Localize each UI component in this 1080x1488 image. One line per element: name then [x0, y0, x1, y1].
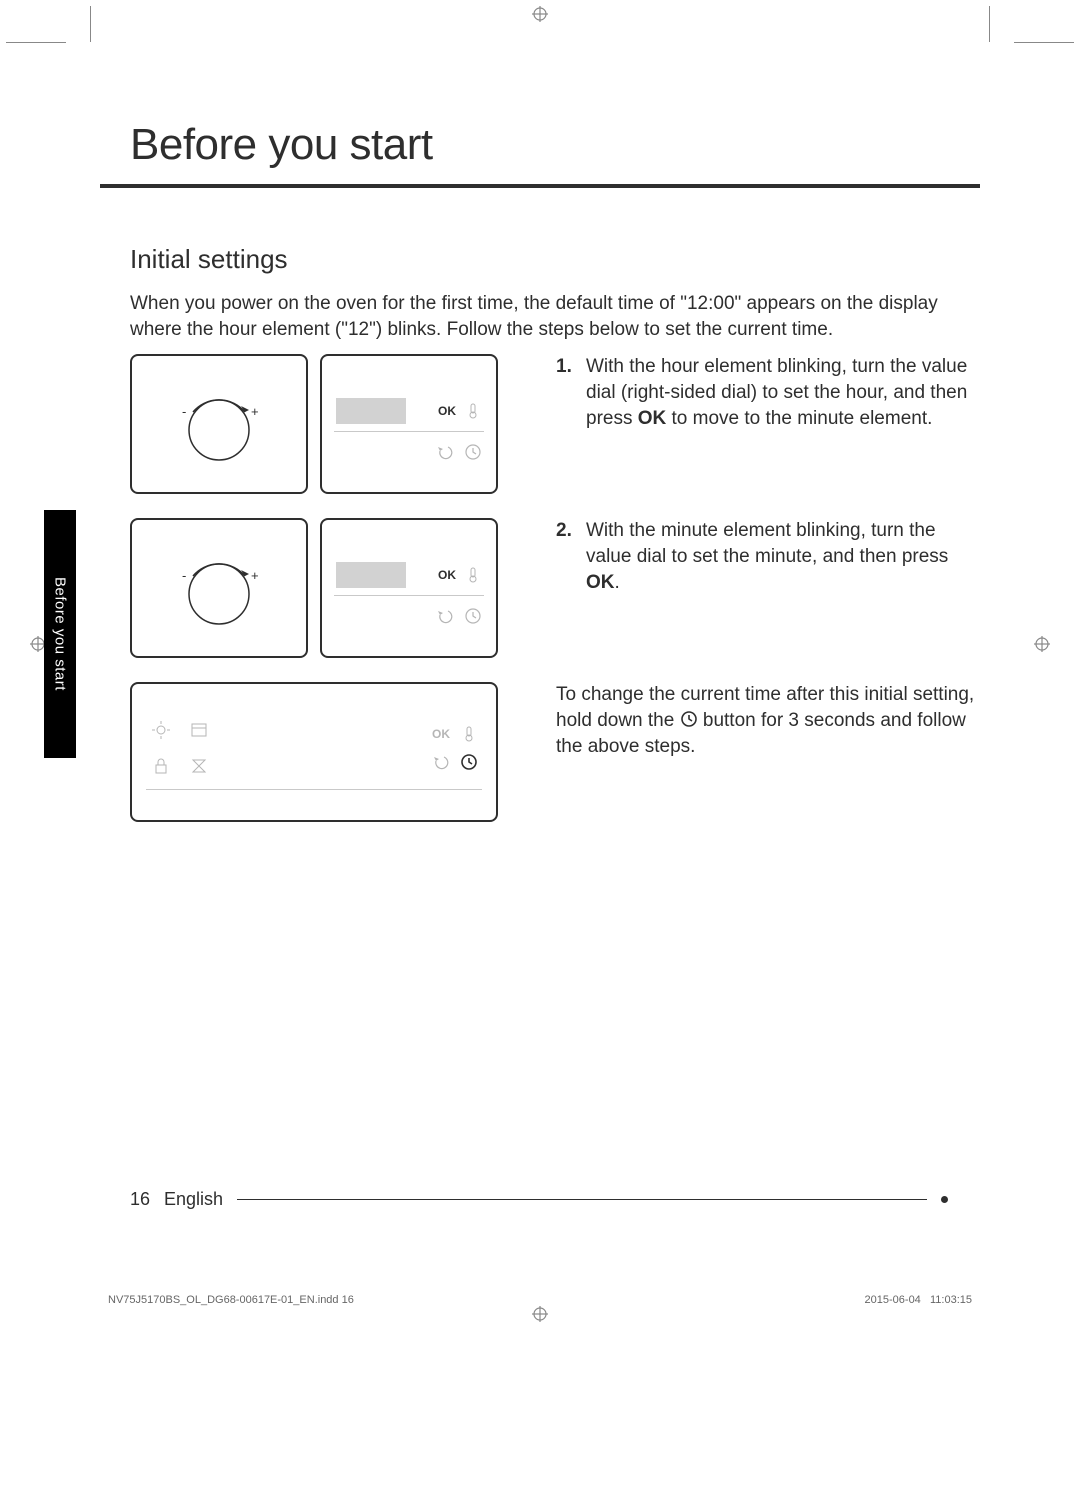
- registration-mark-icon: [532, 6, 548, 22]
- trim-mark: [1014, 42, 1074, 43]
- step-text: With the hour element blinking, turn the…: [586, 354, 980, 431]
- svg-text:-: -: [182, 568, 186, 583]
- imprint-file: NV75J5170BS_OL_DG68-00617E-01_EN.indd 16: [108, 1294, 354, 1306]
- clock-icon: [464, 443, 482, 461]
- dial-panel: - +: [130, 518, 308, 658]
- oven-mode-icon: [190, 721, 208, 739]
- page-title: Before you start: [100, 60, 980, 188]
- thermometer-icon: [460, 725, 478, 743]
- back-icon: [436, 607, 454, 625]
- registration-mark-icon: [532, 1306, 548, 1322]
- page-number: 16: [130, 1189, 150, 1210]
- trim-mark: [989, 6, 990, 42]
- timer-icon: [190, 757, 208, 775]
- side-tab-label: Before you start: [52, 577, 69, 691]
- side-tab: Before you start: [44, 510, 76, 758]
- dial-icon: - +: [169, 538, 269, 638]
- clock-icon: [460, 753, 478, 771]
- clock-icon: [464, 607, 482, 625]
- trim-mark: [90, 6, 91, 42]
- footer-dot-icon: [941, 1196, 948, 1203]
- step-number: 1.: [556, 354, 586, 431]
- page-footer: 16 English: [130, 1189, 948, 1210]
- minus-label: -: [182, 404, 186, 419]
- step-text: With the minute element blinking, turn t…: [586, 518, 980, 595]
- segment-display: [336, 398, 406, 424]
- dial-icon: - +: [169, 374, 269, 474]
- intro-text: When you power on the oven for the first…: [130, 291, 980, 342]
- dial-panel: - +: [130, 354, 308, 494]
- step-number: 2.: [556, 518, 586, 595]
- section-title: Initial settings: [130, 244, 980, 275]
- trim-mark: [6, 42, 66, 43]
- lock-icon: [152, 757, 170, 775]
- light-icon: [152, 721, 170, 739]
- back-icon: [436, 443, 454, 461]
- clock-icon: [680, 710, 698, 728]
- footer-language: English: [164, 1189, 223, 1210]
- footer-rule: [237, 1199, 927, 1201]
- step-row-2: - + OK: [130, 518, 980, 658]
- imprint-line: NV75J5170BS_OL_DG68-00617E-01_EN.indd 16…: [108, 1294, 972, 1306]
- note-row: OK To change the current time after this…: [130, 682, 980, 822]
- ok-label: OK: [438, 568, 456, 582]
- ok-label: OK: [438, 404, 456, 418]
- step-row-1: - + OK: [130, 354, 980, 494]
- display-panel: OK: [320, 354, 498, 494]
- thermometer-icon: [464, 402, 482, 420]
- display-panel: OK: [320, 518, 498, 658]
- ok-label: OK: [432, 727, 450, 741]
- plus-label: +: [251, 404, 259, 419]
- thermometer-icon: [464, 566, 482, 584]
- svg-text:+: +: [251, 568, 259, 583]
- note-text: To change the current time after this in…: [556, 682, 980, 759]
- back-icon: [432, 753, 450, 771]
- imprint-datetime: 2015-06-04 11:03:15: [865, 1294, 972, 1306]
- full-display-panel: OK: [130, 682, 498, 822]
- segment-display: [336, 562, 406, 588]
- registration-mark-icon: [1034, 636, 1050, 652]
